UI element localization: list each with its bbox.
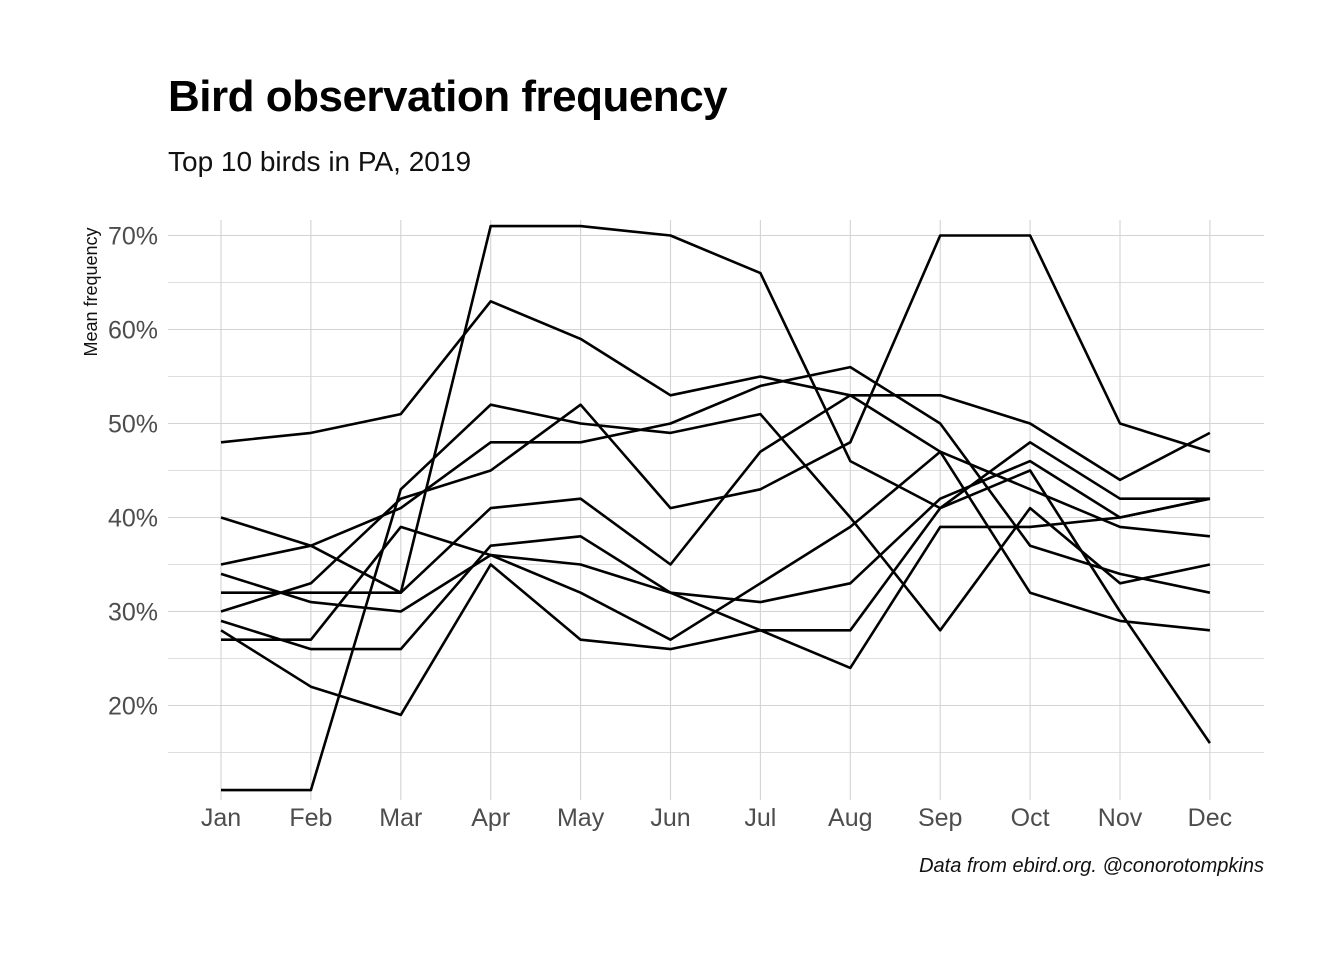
chart-subtitle: Top 10 birds in PA, 2019 [168, 146, 472, 177]
series-line-9 [220, 497, 1211, 670]
x-tick-label: Jan [201, 804, 241, 832]
x-tick-label: Feb [289, 804, 332, 832]
y-tick-label: 40% [108, 505, 158, 533]
x-tick-label: Jul [744, 804, 776, 832]
chart-caption: Data from ebird.org. @conorotompkins [919, 855, 1264, 877]
series-line-1 [220, 299, 1211, 482]
series-line-3 [221, 403, 1211, 792]
y-tick-label: 30% [108, 599, 158, 627]
series-lines [220, 224, 1211, 792]
x-tick-label: Jun [650, 804, 690, 832]
y-axis-tick-labels: 20% 30% 40% 50% 60% 70% [108, 223, 158, 721]
y-axis-title: Mean frequency [81, 227, 101, 356]
x-tick-label: May [557, 804, 605, 832]
x-axis-tick-labels: Jan Feb Mar Apr May Jun Jul Aug Sep Oct Nov Dec [201, 804, 1232, 832]
y-tick-label: 50% [108, 411, 158, 439]
series-line-6 [221, 393, 1211, 595]
series-line-5 [220, 234, 1211, 613]
series-line-2 [220, 224, 1210, 595]
grid-lines [168, 220, 1264, 800]
x-tick-label: Dec [1188, 804, 1232, 832]
series-line-10 [220, 469, 1211, 744]
series-line-7 [220, 459, 1211, 613]
x-tick-label: Oct [1011, 804, 1050, 832]
y-tick-label: 60% [108, 317, 158, 345]
x-tick-label: Nov [1098, 804, 1143, 832]
y-tick-label: 20% [108, 693, 158, 721]
x-tick-label: Mar [379, 804, 422, 832]
chart-title: Bird observation frequency [168, 72, 728, 121]
x-tick-label: Apr [471, 804, 510, 832]
y-tick-label: 70% [108, 223, 158, 251]
x-tick-label: Sep [918, 804, 962, 832]
x-tick-label: Aug [828, 804, 872, 832]
